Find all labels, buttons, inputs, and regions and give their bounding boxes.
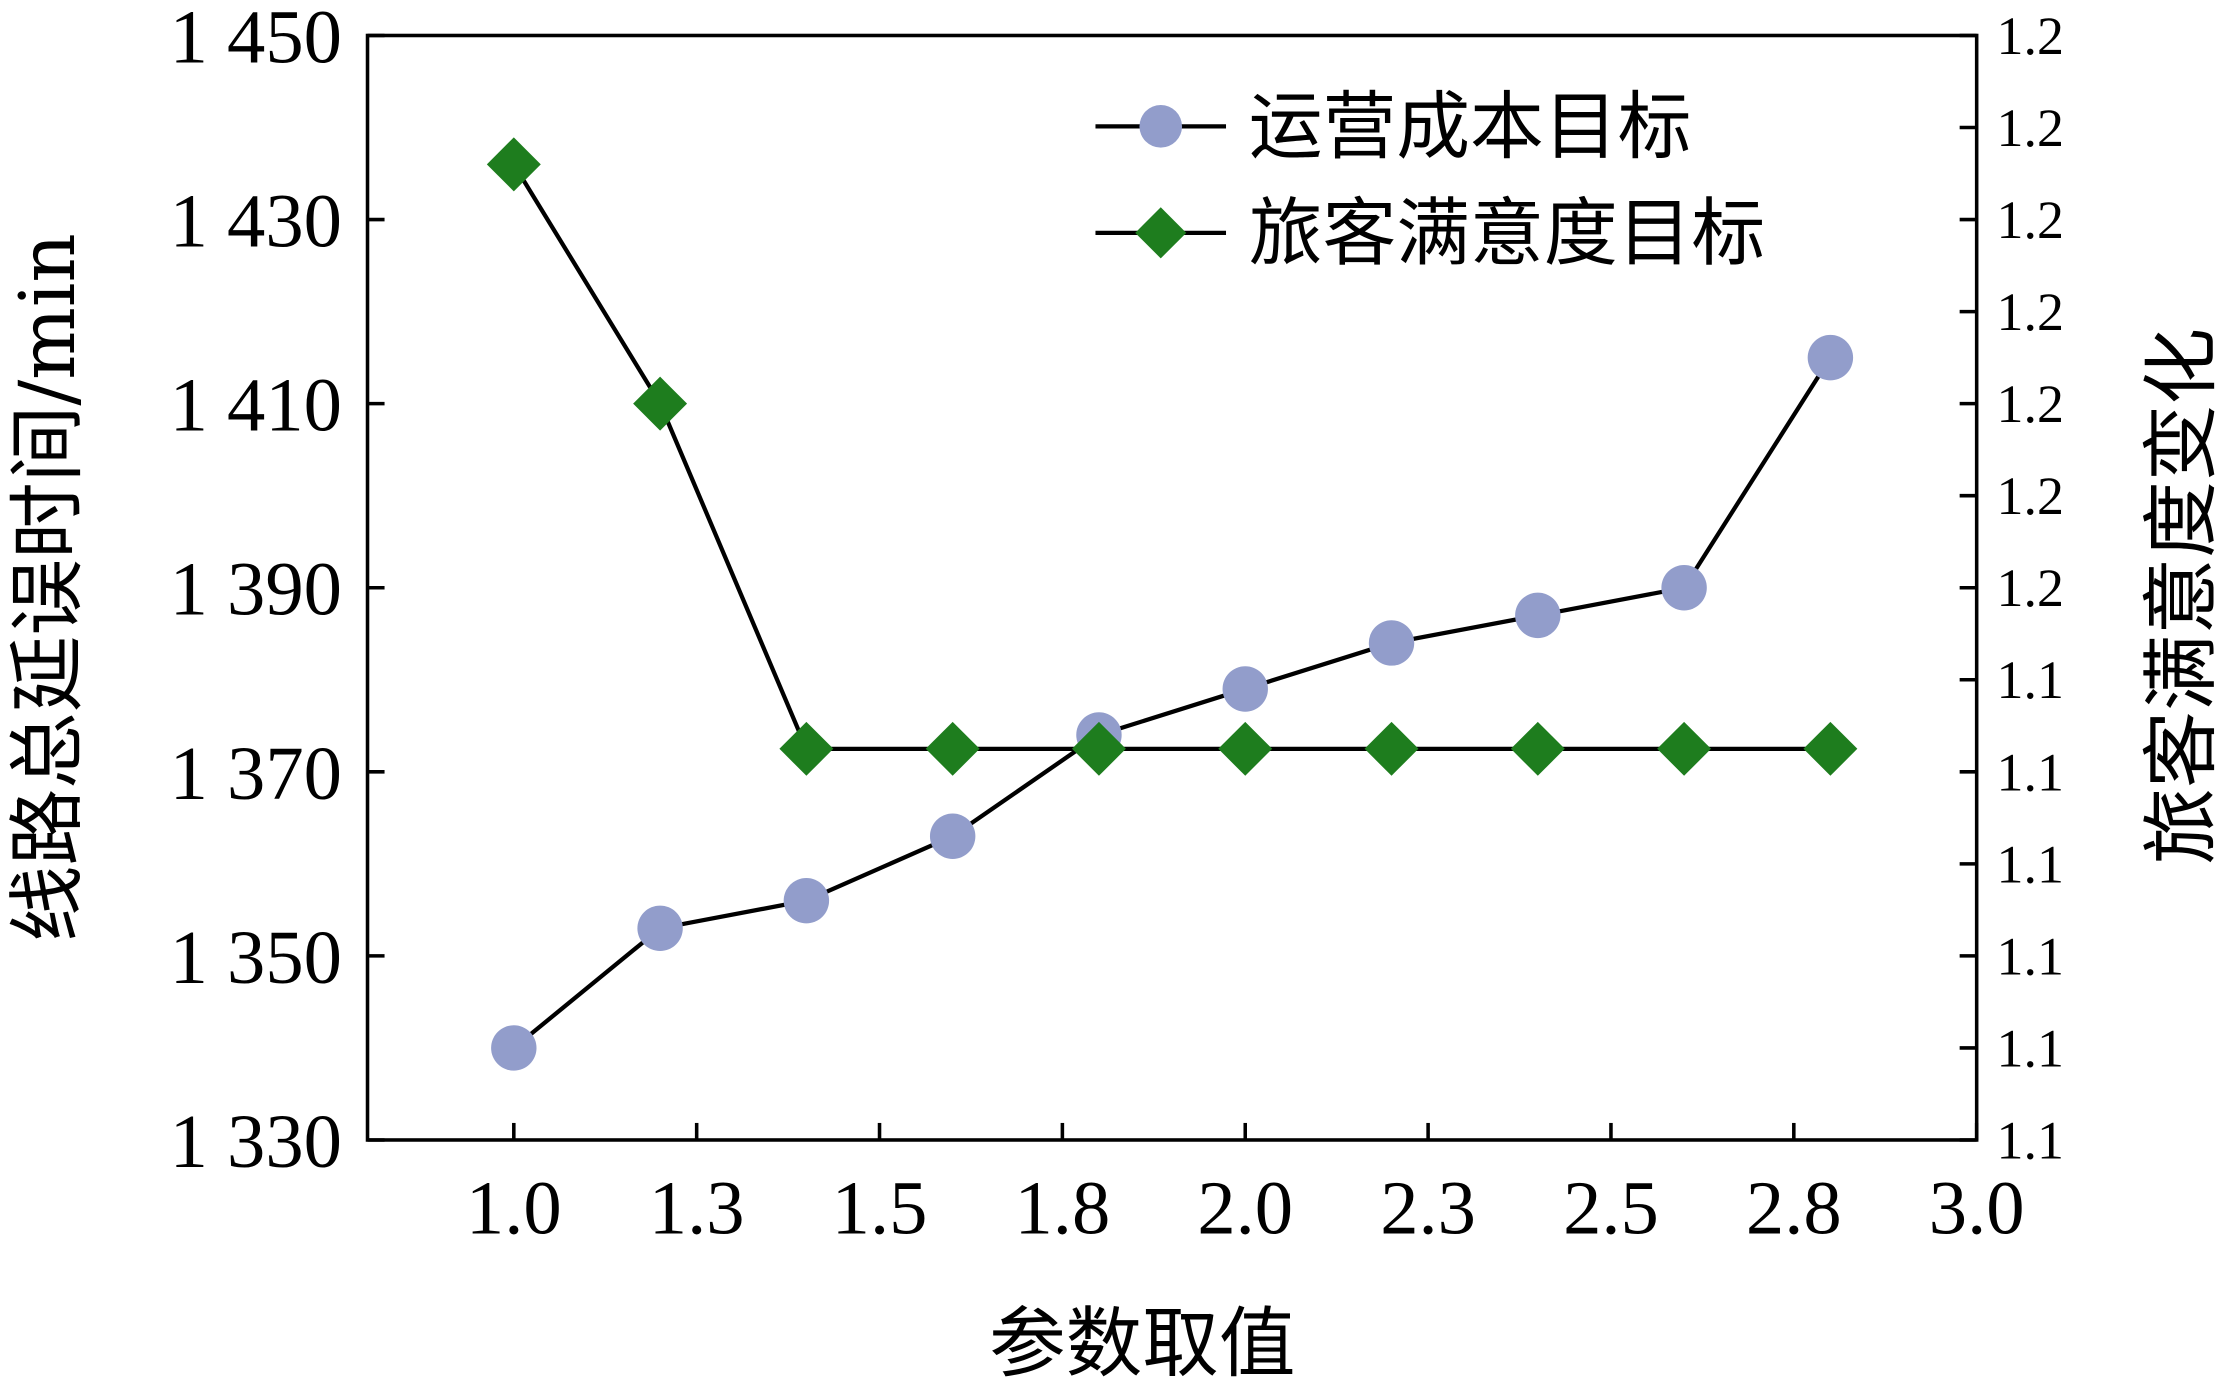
x-axis: 1.0 1.3 1.5 1.8 2.0 2.3 2.5 2.8 3.0 <box>466 1122 2025 1251</box>
y-right-tick-label: 1.2 <box>1997 6 2064 66</box>
y-left-tick-label: 1 330 <box>170 1099 342 1184</box>
y-left-tick-label: 1 350 <box>170 915 342 1000</box>
data-point-satisfaction <box>1510 721 1565 776</box>
y-right-tick-label: 1.2 <box>1997 282 2064 342</box>
data-point-cost <box>1661 565 1707 611</box>
y-left-tick-label: 1 450 <box>170 0 342 79</box>
legend-marker-satisfaction <box>1135 207 1187 259</box>
y-axis-left: 1 330 1 350 1 370 1 390 1 410 1 430 1 450 <box>170 0 385 1184</box>
x-tick-label: 2.5 <box>1563 1166 1659 1251</box>
x-tick-label: 1.0 <box>466 1166 562 1251</box>
data-point-cost <box>1222 666 1268 712</box>
data-point-cost <box>783 877 830 924</box>
x-tick-label: 1.3 <box>649 1166 745 1251</box>
series-layer <box>486 137 1858 1071</box>
y-left-tick-label: 1 370 <box>170 731 342 816</box>
y-right-tick-label: 1.1 <box>1997 742 2064 802</box>
x-tick-label: 1.8 <box>1015 1166 1111 1251</box>
data-point-satisfaction <box>486 137 541 192</box>
x-axis-title: 参数取值 <box>989 1300 1295 1387</box>
data-point-cost <box>1368 620 1415 666</box>
y-axis-right-title: 旅客满意度变化 <box>2138 328 2225 865</box>
y-right-tick-label: 1.1 <box>1997 834 2064 894</box>
x-tick-label: 2.3 <box>1380 1166 1476 1251</box>
y-axis-right: 1.1 1.1 1.1 1.1 1.1 1.1 1.2 1.2 1.2 1.2 1.2 1.2 1.2 <box>1959 6 2064 1170</box>
x-tick-label: 2.0 <box>1197 1166 1293 1251</box>
data-point-satisfaction <box>925 721 980 776</box>
y-right-tick-label: 1.2 <box>1997 98 2064 158</box>
y-axis-left-title: 线路总延误时间/min <box>4 233 93 942</box>
data-point-cost <box>929 813 976 859</box>
y-right-tick-label: 1.1 <box>1997 1018 2064 1078</box>
data-point-satisfaction <box>1657 721 1712 776</box>
legend: 运营成本目标 旅客满意度目标 <box>1095 84 1765 276</box>
y-right-tick-label: 1.1 <box>1997 650 2064 710</box>
legend-label-cost: 运营成本目标 <box>1249 84 1692 170</box>
y-right-tick-label: 1.2 <box>1997 466 2064 526</box>
x-tick-label: 3.0 <box>1929 1166 2025 1251</box>
data-point-satisfaction <box>1218 721 1273 776</box>
data-point-cost <box>491 1025 537 1071</box>
y-left-tick-label: 1 430 <box>170 179 342 264</box>
x-tick-label: 1.5 <box>832 1166 928 1251</box>
data-point-cost <box>1807 334 1854 381</box>
y-right-tick-label: 1.2 <box>1997 558 2064 618</box>
series-line-1 <box>512 163 1831 751</box>
y-right-tick-label: 1.2 <box>1997 374 2064 434</box>
data-point-satisfaction <box>1071 721 1126 776</box>
data-point-satisfaction <box>1364 721 1419 776</box>
data-point-cost <box>637 905 683 952</box>
data-point-cost <box>1515 592 1561 639</box>
series-line-0 <box>512 356 1833 1050</box>
y-left-tick-label: 1 410 <box>170 363 342 448</box>
data-point-satisfaction <box>779 721 834 776</box>
data-point-satisfaction <box>1803 721 1858 776</box>
data-point-satisfaction <box>633 376 688 431</box>
legend-marker-cost <box>1139 105 1183 148</box>
y-right-tick-label: 1.2 <box>1997 190 2064 250</box>
x-tick-label: 2.8 <box>1746 1166 1842 1251</box>
y-right-tick-label: 1.1 <box>1997 1110 2064 1170</box>
y-left-tick-label: 1 390 <box>170 547 342 632</box>
legend-label-satisfaction: 旅客满意度目标 <box>1249 190 1765 276</box>
y-right-tick-label: 1.1 <box>1997 926 2064 986</box>
